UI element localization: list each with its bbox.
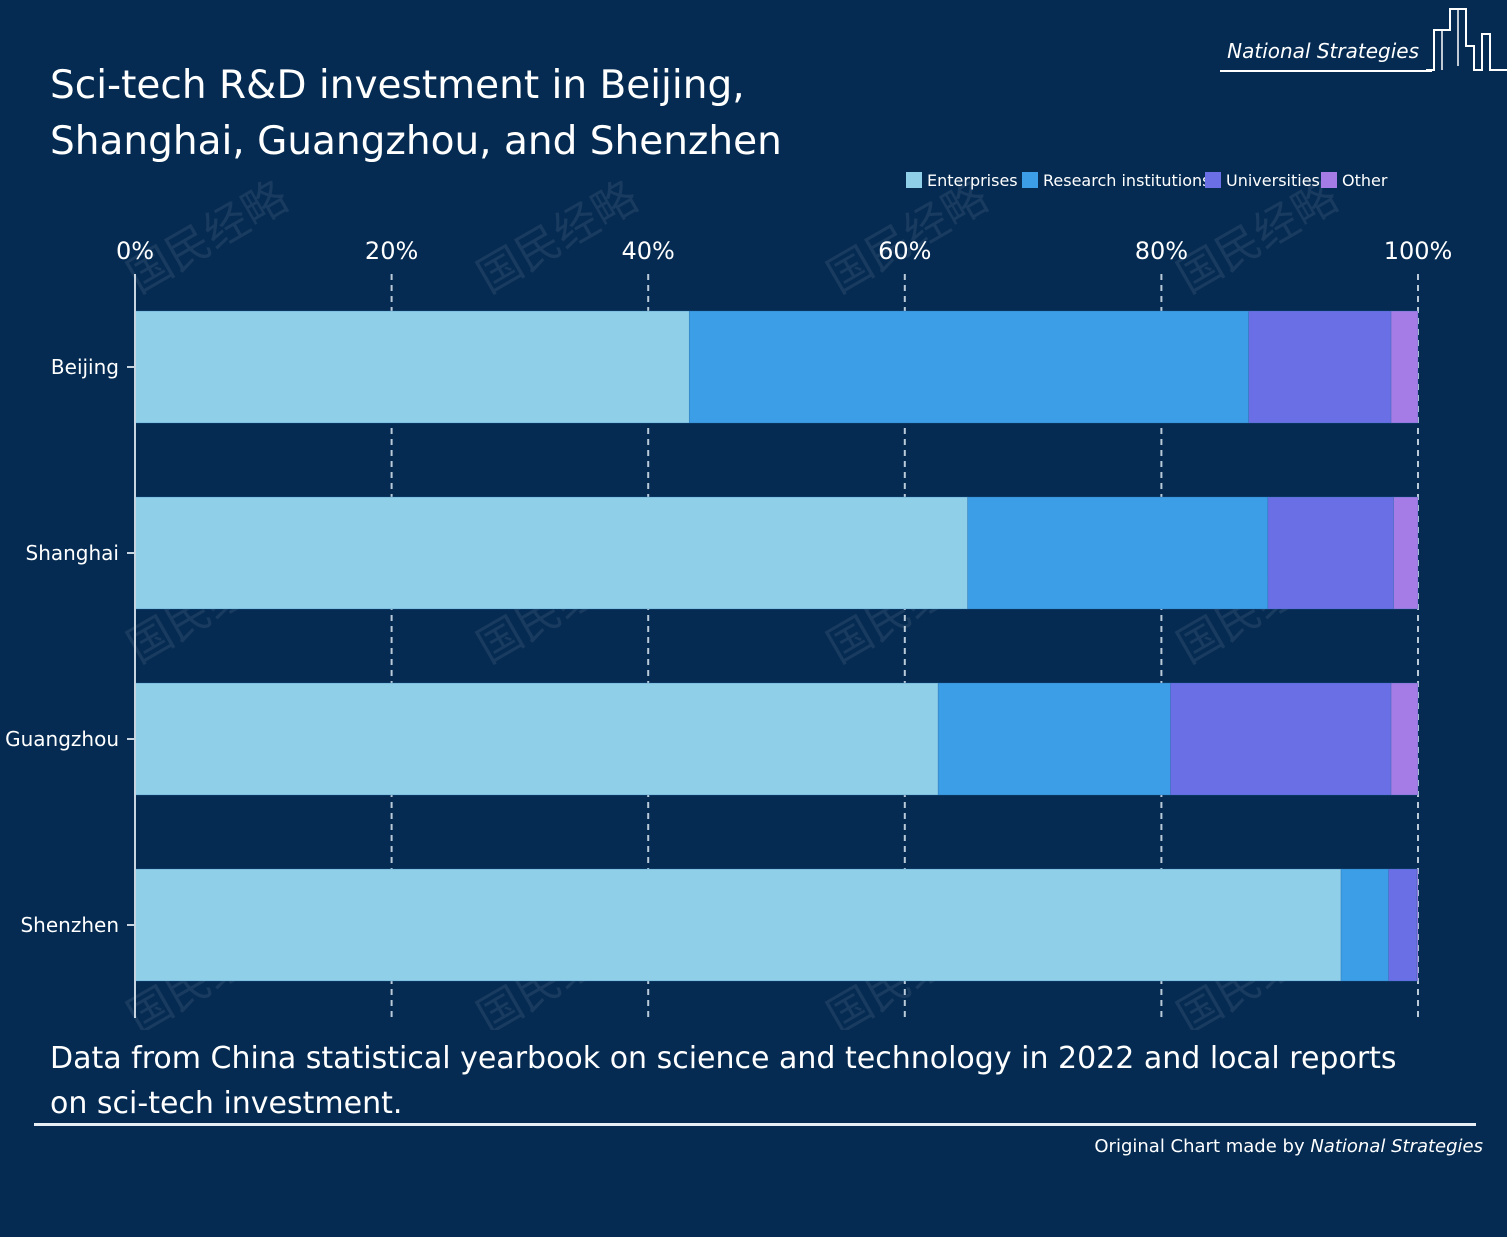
x-tick-label: 100% <box>1384 237 1453 265</box>
footer-divider <box>34 1123 1476 1126</box>
x-tick-label: 60% <box>878 237 931 265</box>
bar-segment <box>1390 682 1419 796</box>
legend-swatch <box>906 172 922 188</box>
bar-segment <box>1393 496 1419 610</box>
bar-segment <box>134 310 690 424</box>
bar-segment <box>1267 496 1394 610</box>
credit-prefix: Original Chart made by <box>1094 1136 1305 1157</box>
bar-segment <box>1388 868 1418 982</box>
bar-segment <box>1416 868 1419 982</box>
bar-segment <box>134 496 968 610</box>
bar-segment <box>1170 682 1392 796</box>
chart-title: Sci-tech R&D investment in Beijing, Shan… <box>50 63 782 164</box>
watermark-text: 国民经略 <box>1169 171 1347 303</box>
credit-brand: National Strategies <box>1310 1136 1483 1157</box>
bar-segment <box>937 682 1171 796</box>
y-axis: Beijing Shanghai Guangzhou Shenzhen <box>5 274 136 1018</box>
legend-label: Enterprises <box>927 171 1018 190</box>
legend-swatch <box>1321 172 1337 188</box>
brand-name: National Strategies <box>1227 39 1419 63</box>
y-tick-label: Shanghai <box>26 541 120 565</box>
brand-logo: National Strategies <box>1218 6 1507 76</box>
legend-swatch <box>1022 172 1038 188</box>
legend-label: Research institutions <box>1043 171 1211 190</box>
skyline-icon <box>1426 8 1507 71</box>
bar-segment <box>134 682 939 796</box>
bar-segment <box>967 496 1269 610</box>
legend-label: Universities <box>1226 171 1320 190</box>
watermark-text: 国民经略 <box>469 171 647 303</box>
y-tick-label: Guangzhou <box>5 727 119 751</box>
x-tick-label: 20% <box>365 237 418 265</box>
x-tick-label: 80% <box>1135 237 1188 265</box>
bar-segment <box>1248 310 1392 424</box>
bar-segment <box>1340 868 1389 982</box>
bars <box>134 310 1419 982</box>
source-note: Data from China statistical yearbook on … <box>50 1041 1397 1121</box>
bar-segment <box>1390 310 1419 424</box>
stacked-bar-chart: 国民经略国民经略国民经略国民经略国民经略国民经略国民经略国民经略国民经略国民经略… <box>5 171 1452 1030</box>
credit-line: Original Chart made by National Strategi… <box>1094 1136 1483 1157</box>
bar-segment <box>134 868 1342 982</box>
x-tick-label: 40% <box>622 237 675 265</box>
bar-segment <box>688 310 1249 424</box>
brand-underline <box>1220 70 1432 72</box>
legend-label: Other <box>1342 171 1388 190</box>
y-tick-label: Beijing <box>51 355 119 379</box>
y-tick-label: Shenzhen <box>20 913 119 937</box>
chart-legend: Enterprises Research institutions Universi… <box>906 171 1388 190</box>
legend-swatch <box>1205 172 1221 188</box>
x-tick-label: 0% <box>116 237 154 265</box>
x-axis-ticks: 0% 20% 40% 60% 80% 100% <box>116 237 1452 265</box>
